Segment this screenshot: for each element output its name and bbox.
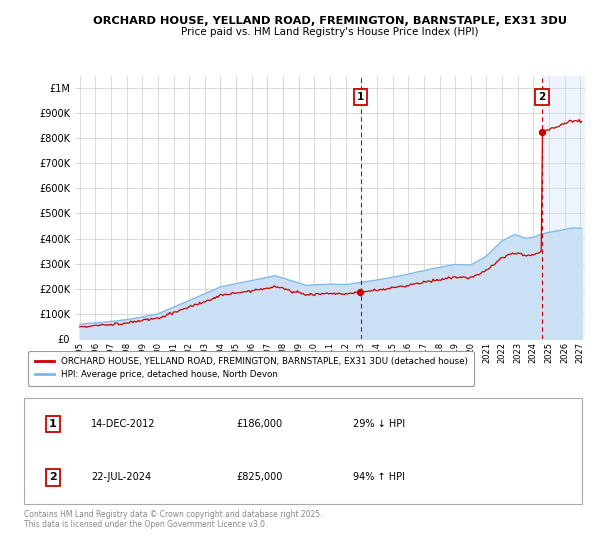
Text: 22-JUL-2024: 22-JUL-2024 xyxy=(91,473,151,482)
Bar xyxy=(542,76,585,339)
Text: 2: 2 xyxy=(538,92,545,102)
Text: £186,000: £186,000 xyxy=(236,419,282,429)
Text: ORCHARD HOUSE, YELLAND ROAD, FREMINGTON, BARNSTAPLE, EX31 3DU: ORCHARD HOUSE, YELLAND ROAD, FREMINGTON,… xyxy=(93,16,567,26)
Text: 29% ↓ HPI: 29% ↓ HPI xyxy=(353,419,406,429)
Point xyxy=(538,128,547,137)
Text: 1: 1 xyxy=(357,92,364,102)
Text: £825,000: £825,000 xyxy=(236,473,283,482)
Point xyxy=(355,288,365,297)
Text: Price paid vs. HM Land Registry's House Price Index (HPI): Price paid vs. HM Land Registry's House … xyxy=(181,27,479,37)
Text: 2: 2 xyxy=(49,473,57,482)
Text: 94% ↑ HPI: 94% ↑ HPI xyxy=(353,473,405,482)
Text: 1: 1 xyxy=(49,419,57,429)
Bar xyxy=(542,76,585,339)
Text: Contains HM Land Registry data © Crown copyright and database right 2025.
This d: Contains HM Land Registry data © Crown c… xyxy=(24,510,323,529)
Legend: ORCHARD HOUSE, YELLAND ROAD, FREMINGTON, BARNSTAPLE, EX31 3DU (detached house), : ORCHARD HOUSE, YELLAND ROAD, FREMINGTON,… xyxy=(28,351,474,385)
Text: 14-DEC-2012: 14-DEC-2012 xyxy=(91,419,155,429)
